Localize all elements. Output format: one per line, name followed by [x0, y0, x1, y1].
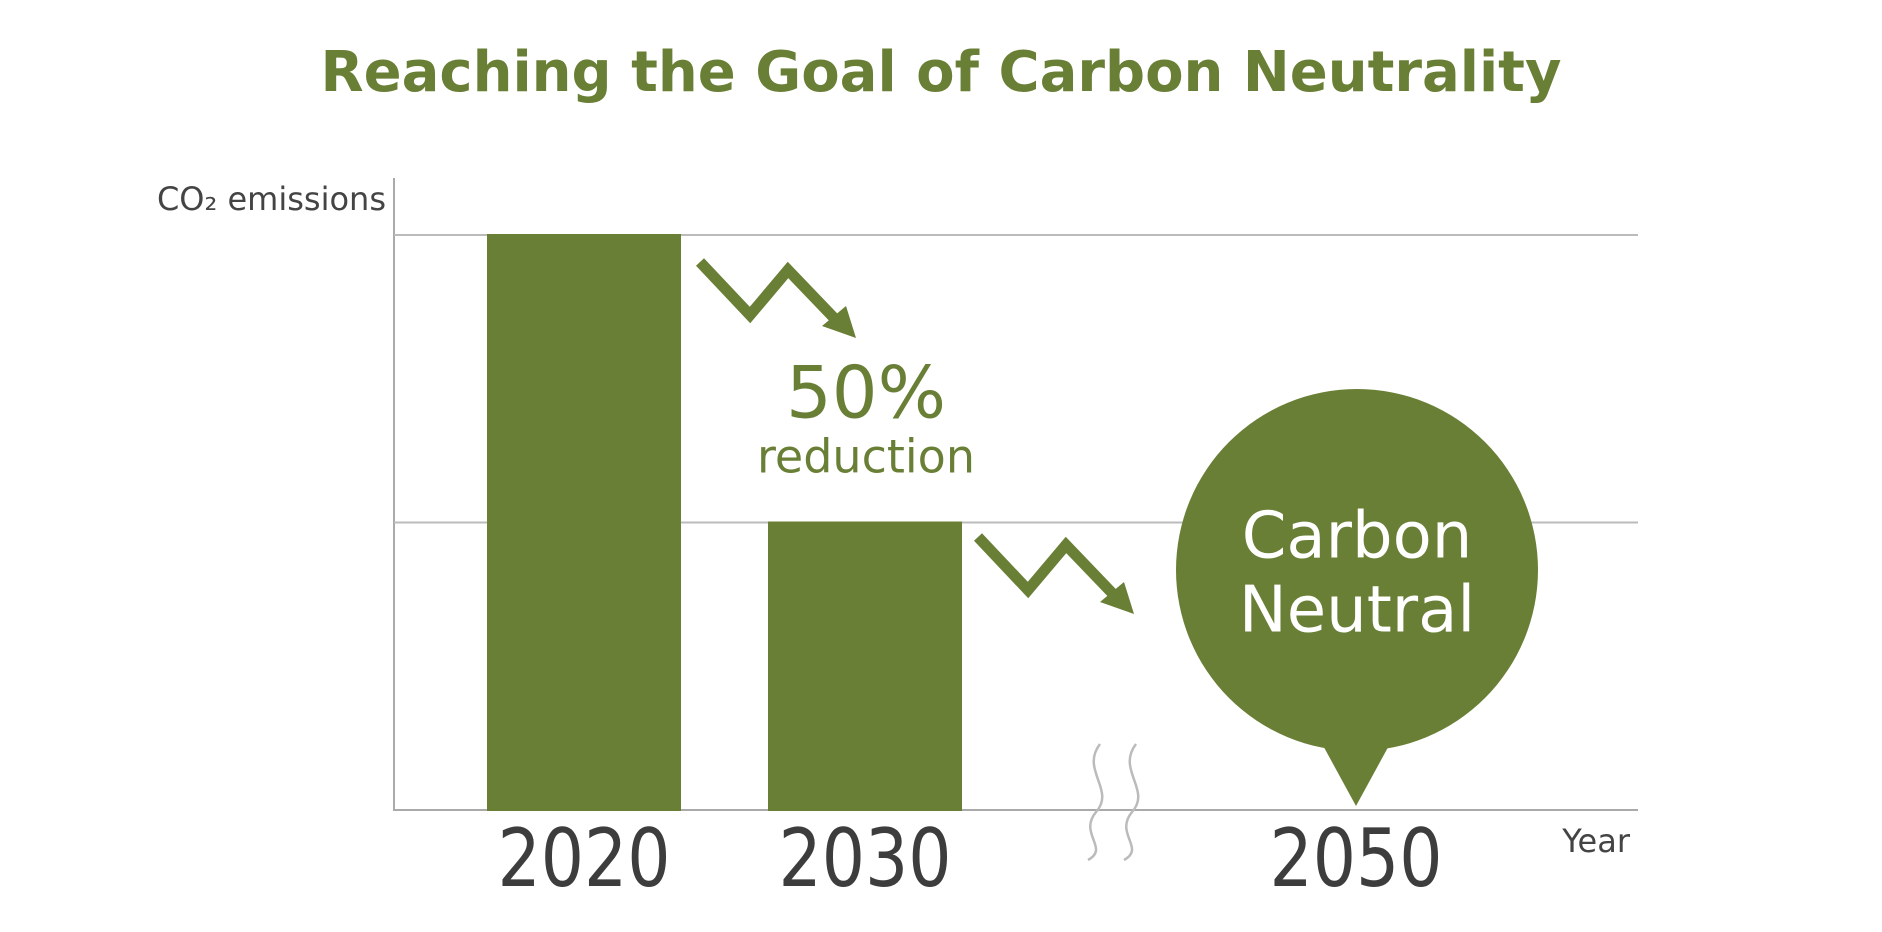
x-tick-label: 2050 [1269, 812, 1442, 906]
bar [768, 521, 962, 811]
x-tick-label: 2020 [497, 812, 670, 906]
annotation-value: 50% [786, 351, 946, 435]
arrowhead [1100, 582, 1134, 614]
bar [487, 234, 681, 811]
callout-bubble [1176, 389, 1538, 751]
x-tick-label: 2030 [778, 812, 951, 906]
chart-title: Reaching the Goal of Carbon Neutrality [321, 40, 1562, 105]
axis-break [1087, 743, 1104, 862]
y-axis-label: CO₂ emissions [157, 180, 386, 218]
arrow [973, 533, 1118, 599]
callout-text: Neutral [1239, 574, 1475, 648]
callout-text: Carbon [1242, 500, 1473, 574]
arrowhead [822, 306, 856, 338]
axis-break [1123, 743, 1140, 862]
callout: Carbon Neutral [1176, 389, 1538, 806]
arrow [695, 258, 840, 324]
annotation-text: reduction [757, 430, 975, 484]
callout-pointer [1320, 740, 1392, 806]
x-axis-label: Year [1561, 822, 1631, 860]
